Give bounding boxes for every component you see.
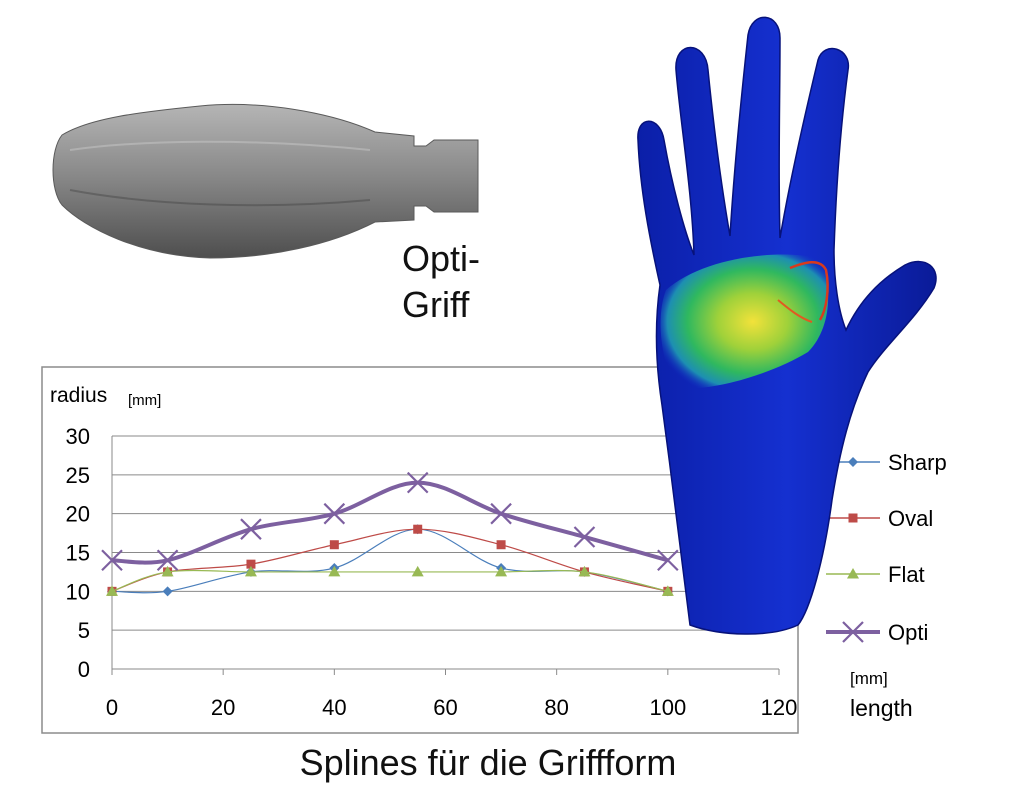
x-tick-label-80: 80 [544, 695, 568, 720]
series-flat [106, 565, 674, 596]
opti-griff-label-line1: Opti- [402, 238, 481, 279]
data-point-flat-85 [578, 565, 591, 577]
x-axis-label: length [850, 695, 913, 721]
legend-marker-flat [847, 568, 859, 579]
x-tick-label-120: 120 [761, 695, 798, 720]
data-point-oval-25 [246, 559, 256, 569]
figure-caption: Splines für die Griffform [299, 742, 677, 783]
legend-entry-opti: Opti [826, 620, 928, 645]
opti-griff-label: Opti- Griff [402, 236, 480, 328]
data-point-flat-100 [661, 585, 674, 596]
data-point-opti-0 [101, 549, 123, 572]
data-point-flat-55 [411, 565, 424, 577]
y-tick-label-10: 10 [66, 579, 90, 604]
series-line-oval [111, 528, 668, 592]
data-point-opti-10 [156, 549, 179, 572]
legend-label-sharp: Sharp [888, 450, 947, 475]
y-tick-label-5: 5 [78, 618, 90, 643]
data-point-oval-55 [413, 524, 423, 534]
legend-label-oval: Oval [888, 506, 933, 531]
data-point-sharp-10 [162, 586, 173, 597]
data-point-opti-40 [323, 502, 346, 525]
data-point-opti-100 [657, 549, 679, 572]
y-axis-unit: [mm] [128, 392, 161, 409]
legend-entry-sharp: Sharp [826, 450, 947, 475]
series-line-flat [111, 569, 668, 592]
data-point-opti-55 [406, 471, 429, 494]
legend-marker-oval [848, 513, 858, 523]
hand-pressure-image [637, 16, 937, 635]
data-point-opti-70 [490, 502, 512, 525]
data-point-flat-70 [495, 565, 508, 577]
y-tick-label-25: 25 [66, 463, 90, 488]
series-opti [101, 471, 679, 572]
data-point-opti-85 [573, 526, 596, 548]
x-tick-label-0: 0 [106, 695, 118, 720]
legend-marker-opti [842, 621, 864, 643]
x-axis-unit: [mm] [850, 669, 888, 688]
legend-entry-oval: Oval [826, 506, 933, 531]
data-point-opti-25 [240, 518, 262, 540]
opti-griff-label-line2: Griff [402, 284, 470, 325]
data-point-oval-70 [496, 540, 506, 550]
data-point-flat-25 [244, 565, 257, 577]
opti-grip-image [52, 104, 479, 259]
data-point-oval-40 [329, 540, 339, 550]
plot-axes: 0 5 10 15 20 25 30 0 20 40 60 80 100 120 radius [mm] [mm… [50, 384, 947, 721]
data-point-flat-0 [106, 585, 118, 596]
plot-series [101, 471, 679, 597]
x-tick-label-100: 100 [649, 695, 686, 720]
x-tick-label-40: 40 [322, 695, 346, 720]
data-point-flat-40 [328, 565, 341, 577]
data-point-flat-10 [161, 565, 174, 577]
legend-label-opti: Opti [888, 620, 928, 645]
y-axis-label: radius [50, 384, 107, 407]
legend-marker-sharp [848, 457, 858, 467]
y-tick-label-30: 30 [66, 424, 90, 449]
legend-label-flat: Flat [888, 562, 925, 587]
legend-entry-flat: Flat [826, 562, 925, 587]
y-tick-label-15: 15 [66, 541, 90, 566]
y-tick-label-0: 0 [78, 657, 90, 682]
x-tick-label-60: 60 [433, 695, 457, 720]
y-tick-label-20: 20 [66, 502, 90, 527]
x-tick-label-20: 20 [211, 695, 235, 720]
series-line-opti [111, 480, 669, 565]
